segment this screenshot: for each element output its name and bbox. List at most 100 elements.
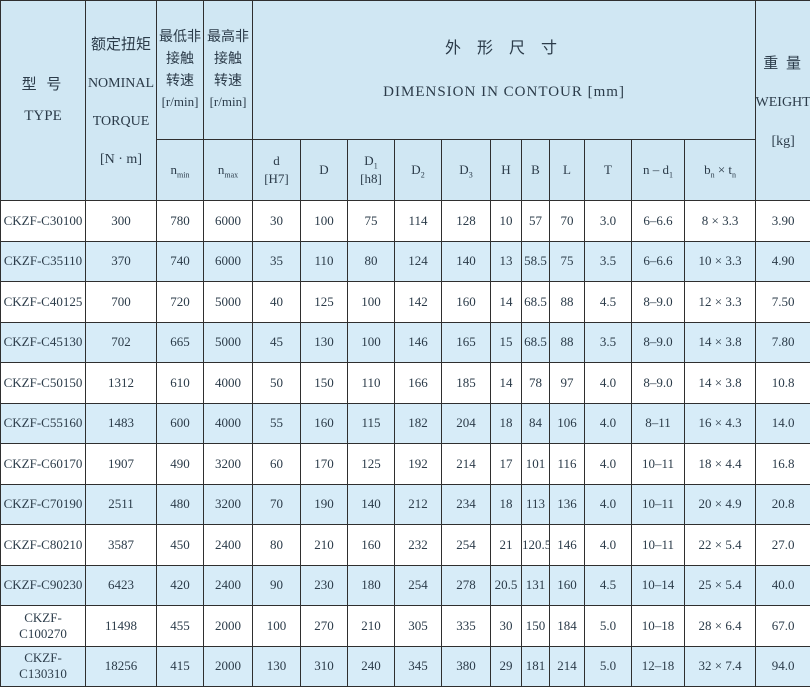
value-cell: 165 (442, 322, 491, 363)
value-cell: 113 (522, 484, 550, 525)
value-cell: 15 (491, 322, 522, 363)
value-cell: 230 (301, 565, 348, 606)
model-cell: CKZF-C60170 (1, 444, 86, 485)
value-cell: 150 (522, 606, 550, 647)
value-cell: 182 (395, 403, 442, 444)
dimension-header-cn: 外 形 尺 寸 (253, 40, 755, 58)
value-cell: 6423 (86, 565, 157, 606)
value-cell: 101 (522, 444, 550, 485)
value-cell: 20.5 (491, 565, 522, 606)
value-cell: 480 (157, 484, 204, 525)
column-header-T: T (585, 140, 632, 201)
value-cell: 490 (157, 444, 204, 485)
value-cell: 146 (395, 322, 442, 363)
value-cell: 130 (253, 646, 301, 687)
value-cell: 50 (253, 363, 301, 404)
value-cell: 2000 (204, 606, 253, 647)
value-cell: 160 (442, 282, 491, 323)
torque-header-line: 额定扭矩 (91, 33, 151, 54)
value-cell: 106 (550, 403, 585, 444)
value-cell: 150 (301, 363, 348, 404)
value-cell: 1312 (86, 363, 157, 404)
column-header-D3: D3 (442, 140, 491, 201)
model-cell: CKZF-C40125 (1, 282, 86, 323)
weight-header-line: [kg] (771, 134, 794, 150)
value-cell: 240 (348, 646, 395, 687)
column-header-D1-h8: D1 [h8] (348, 140, 395, 201)
value-cell: 58.5 (522, 241, 550, 282)
value-cell: 214 (550, 646, 585, 687)
value-cell: 25 × 5.4 (685, 565, 756, 606)
model-cell: CKZF-C100270 (1, 606, 86, 647)
value-cell: 4.0 (585, 525, 632, 566)
value-cell: 10–14 (632, 565, 685, 606)
torque-header-line: TORQUE (93, 114, 150, 130)
column-header-bn-tn: bn × tn (685, 140, 756, 201)
value-cell: 6000 (204, 201, 253, 242)
value-cell: 68.5 (522, 322, 550, 363)
value-cell: 192 (395, 444, 442, 485)
value-cell: 450 (157, 525, 204, 566)
value-cell: 7.80 (756, 322, 810, 363)
column-header-min-speed: 最低非 接触 转速 [r/min] (157, 1, 204, 140)
value-cell: 3200 (204, 484, 253, 525)
value-cell: 5000 (204, 322, 253, 363)
value-cell: 100 (348, 282, 395, 323)
value-cell: 21 (491, 525, 522, 566)
value-cell: 3587 (86, 525, 157, 566)
value-cell: 18256 (86, 646, 157, 687)
column-header-D2: D2 (395, 140, 442, 201)
value-cell: 2000 (204, 646, 253, 687)
value-cell: 40 (253, 282, 301, 323)
value-cell: 140 (348, 484, 395, 525)
value-cell: 4000 (204, 363, 253, 404)
value-cell: 18 (491, 403, 522, 444)
value-cell: 114 (395, 201, 442, 242)
value-cell: 310 (301, 646, 348, 687)
value-cell: 1907 (86, 444, 157, 485)
model-cell: CKZF-C80210 (1, 525, 86, 566)
value-cell: 780 (157, 201, 204, 242)
value-cell: 28 × 6.4 (685, 606, 756, 647)
column-header-max-speed: 最高非 接触 转速 [r/min] (204, 1, 253, 140)
value-cell: 4.5 (585, 565, 632, 606)
value-cell: 305 (395, 606, 442, 647)
value-cell: 11498 (86, 606, 157, 647)
value-cell: 120.5 (522, 525, 550, 566)
value-cell: 6000 (204, 241, 253, 282)
value-cell: 4.0 (585, 403, 632, 444)
value-cell: 68.5 (522, 282, 550, 323)
value-cell: 4.0 (585, 444, 632, 485)
value-cell: 100 (301, 201, 348, 242)
value-cell: 32 × 7.4 (685, 646, 756, 687)
value-cell: 2511 (86, 484, 157, 525)
value-cell: 665 (157, 322, 204, 363)
value-cell: 181 (522, 646, 550, 687)
value-cell: 100 (348, 322, 395, 363)
column-header-d-H7: d [H7] (253, 140, 301, 201)
value-cell: 14.0 (756, 403, 810, 444)
value-cell: 1483 (86, 403, 157, 444)
value-cell: 88 (550, 282, 585, 323)
torque-header-line: NOMINAL (88, 76, 154, 92)
value-cell: 300 (86, 201, 157, 242)
value-cell: 12 × 3.3 (685, 282, 756, 323)
value-cell: 210 (348, 606, 395, 647)
value-cell: 10–18 (632, 606, 685, 647)
value-cell: 75 (348, 201, 395, 242)
value-cell: 254 (442, 525, 491, 566)
value-cell: 4.5 (585, 282, 632, 323)
value-cell: 14 (491, 363, 522, 404)
value-cell: 170 (301, 444, 348, 485)
column-header-type: 型 号 TYPE (1, 1, 86, 201)
value-cell: 131 (522, 565, 550, 606)
value-cell: 78 (522, 363, 550, 404)
value-cell: 335 (442, 606, 491, 647)
